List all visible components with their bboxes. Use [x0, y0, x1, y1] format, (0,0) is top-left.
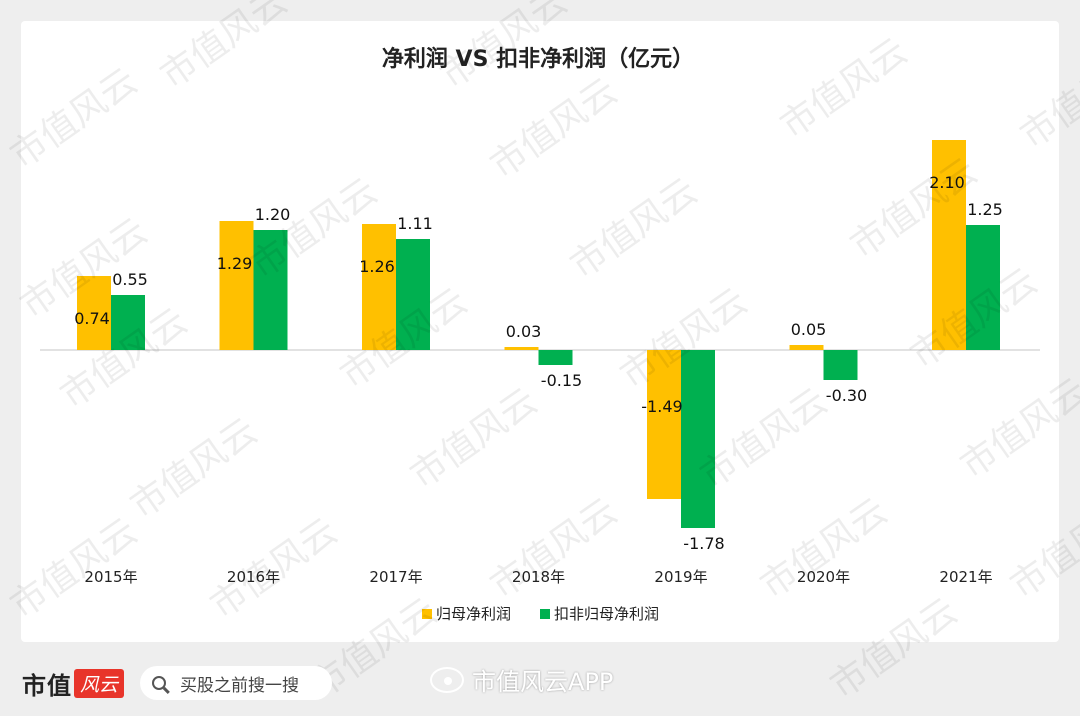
legend: 归母净利润 扣非归母净利润 — [422, 605, 659, 623]
x-tick-label-1: 2016年 — [227, 568, 280, 586]
search-placeholder: 买股之前搜一搜 — [180, 675, 299, 696]
data-label-1-5: -0.30 — [826, 386, 867, 405]
data-label-1-0: 0.55 — [112, 270, 148, 289]
bar-adjusted-net-profit-4 — [681, 350, 715, 528]
search-icon — [152, 676, 166, 690]
data-label-0-0: 0.74 — [74, 309, 110, 328]
data-label-0-1: 1.29 — [217, 254, 253, 273]
x-tick-label-2: 2017年 — [369, 568, 422, 586]
bar-net-profit-2 — [362, 224, 396, 350]
weibo-handle: 市值风云APP — [472, 668, 614, 696]
legend-swatch-0 — [422, 609, 432, 619]
x-tick-label-6: 2021年 — [939, 568, 992, 586]
x-tick-label-0: 2015年 — [84, 568, 137, 586]
data-label-1-1: 1.20 — [255, 205, 291, 224]
legend-label-0: 归母净利润 — [436, 605, 511, 623]
data-label-1-6: 1.25 — [967, 200, 1003, 219]
x-tick-label-5: 2020年 — [797, 568, 850, 586]
search-box[interactable]: 买股之前搜一搜 — [140, 666, 332, 700]
bars-group — [77, 140, 1000, 528]
bar-net-profit-4 — [647, 350, 681, 499]
brand-logo: 市值 风云 — [22, 666, 125, 700]
bar-adjusted-net-profit-6 — [966, 225, 1000, 350]
bar-net-profit-5 — [789, 345, 824, 350]
data-label-1-3: -0.15 — [541, 371, 582, 390]
bar-adjusted-net-profit-1 — [253, 230, 288, 350]
footer-bar: 市值 风云 买股之前搜一搜 市值风云APP — [0, 648, 1080, 716]
bar-net-profit-3 — [504, 347, 539, 350]
bar-adjusted-net-profit-2 — [396, 239, 430, 350]
bar-adjusted-net-profit-5 — [823, 350, 858, 380]
bar-adjusted-net-profit-0 — [111, 295, 145, 350]
x-tick-label-3: 2018年 — [512, 568, 565, 586]
weibo-icon — [430, 666, 464, 693]
x-axis-tick-labels: 2015年 2016年 2017年 2018年 2019年 2020年 2021年 — [84, 568, 992, 586]
data-labels-group: 0.74 0.55 1.29 1.20 1.26 1.11 0.03 -0.15 -1.49 -1… — [74, 173, 1003, 553]
data-label-1-2: 1.11 — [397, 214, 433, 233]
bar-net-profit-6 — [932, 140, 966, 350]
data-label-0-6: 2.10 — [929, 173, 965, 192]
data-label-0-5: 0.05 — [791, 320, 827, 339]
data-label-0-4: -1.49 — [641, 397, 682, 416]
x-tick-label-4: 2019年 — [654, 568, 707, 586]
chart-title: 净利润 VS 扣非净利润（亿元） — [382, 46, 694, 72]
chart-card — [21, 21, 1059, 642]
bar-net-profit-1 — [219, 221, 254, 350]
data-label-1-4: -1.78 — [683, 534, 724, 553]
brand-script: 风云 — [74, 668, 125, 698]
bar-net-profit-0 — [77, 276, 111, 350]
brand-text: 市值 — [22, 671, 72, 700]
legend-label-1: 扣非归母净利润 — [554, 605, 659, 623]
legend-swatch-1 — [540, 609, 550, 619]
weibo-watermark: 市值风云APP — [430, 662, 613, 697]
bar-adjusted-net-profit-3 — [538, 350, 573, 365]
data-label-0-2: 1.26 — [359, 257, 395, 276]
data-label-0-3: 0.03 — [506, 322, 542, 341]
